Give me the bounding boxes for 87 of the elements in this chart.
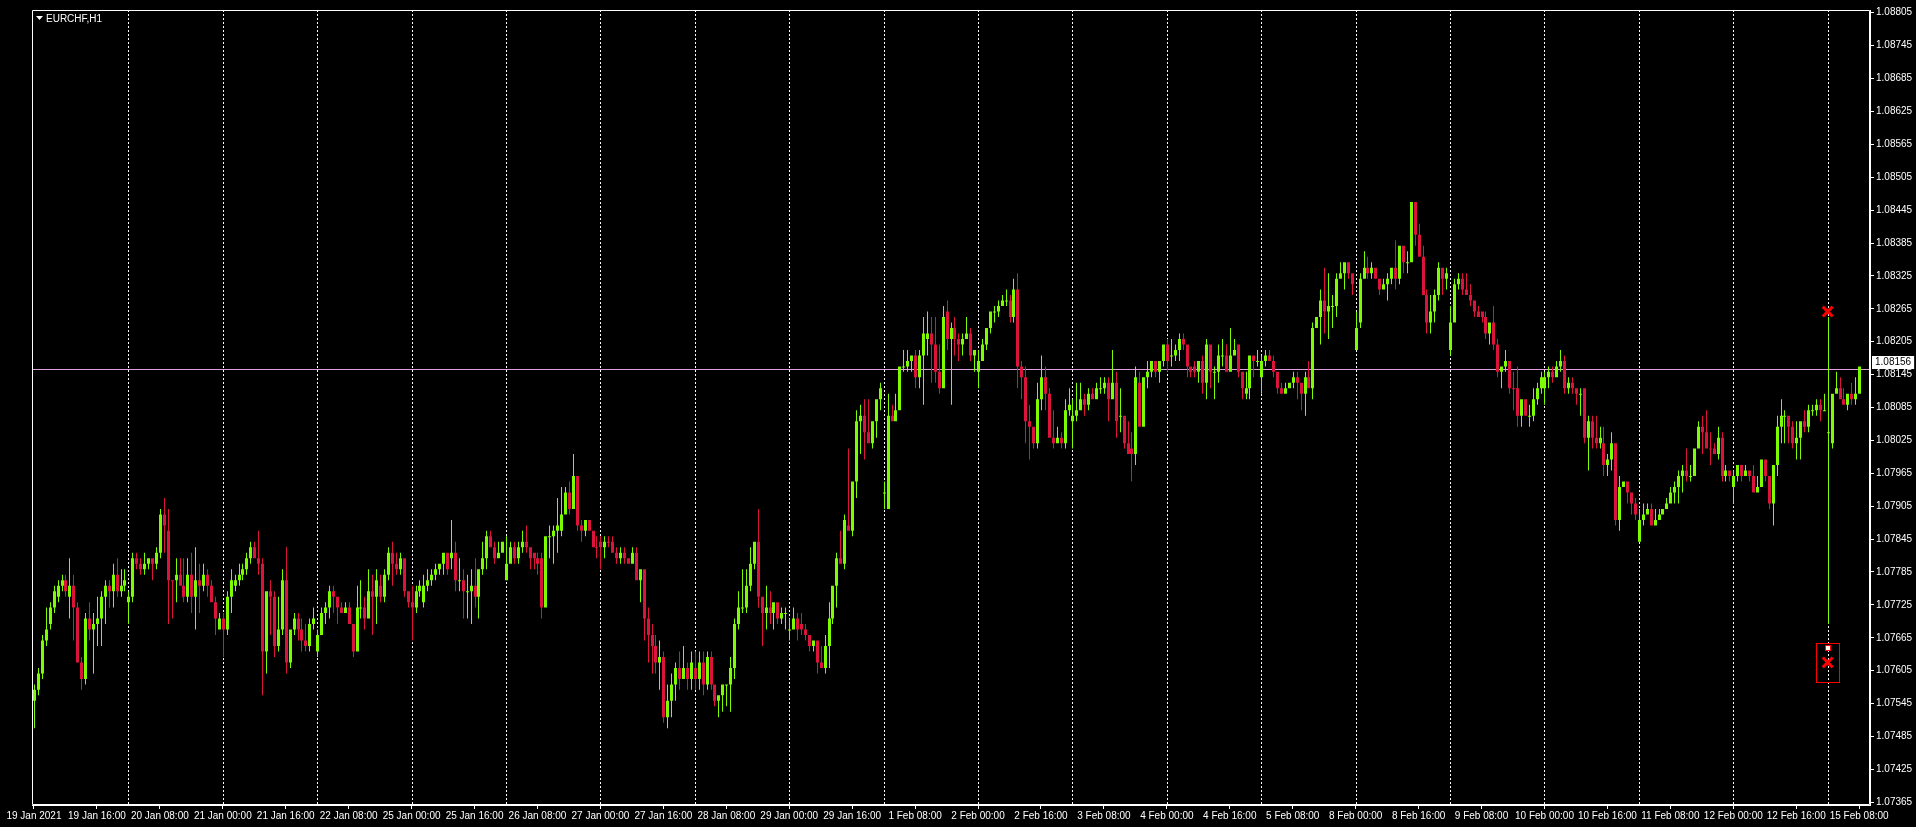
y-tick-label: 1.08145 — [1876, 368, 1913, 380]
x-tick-label: 4 Feb 16:00 — [1203, 809, 1257, 821]
x-tick-label: 21 Jan 16:00 — [256, 809, 316, 821]
y-tick-label: 1.07425 — [1876, 763, 1913, 775]
y-tick-label: 1.08325 — [1876, 269, 1913, 281]
y-tick-label: 1.07965 — [1876, 467, 1913, 479]
x-tick-label: 29 Jan 16:00 — [823, 809, 882, 821]
y-tick-label: 1.08265 — [1876, 302, 1913, 314]
x-tick-label: 27 Jan 16:00 — [634, 809, 693, 821]
x-tick-label: 12 Feb 00:00 — [1703, 809, 1764, 821]
y-tick-label: 1.08745 — [1876, 39, 1913, 51]
y-tick-label: 1.08445 — [1876, 203, 1913, 215]
candlestick — [171, 580, 174, 619]
x-tick-label: 20 Jan 08:00 — [130, 809, 190, 821]
candlestick — [1213, 366, 1216, 400]
candlestick — [1689, 465, 1692, 482]
x-tick-label: 10 Feb 00:00 — [1515, 809, 1575, 821]
x-tick-label: 1 Feb 08:00 — [888, 809, 943, 821]
x-tick-label: 3 Feb 08:00 — [1077, 809, 1132, 821]
x-tick-label: 27 Jan 00:00 — [571, 809, 630, 821]
x-tick-label: 8 Feb 16:00 — [1391, 809, 1446, 821]
y-tick-label: 1.07605 — [1876, 664, 1913, 676]
x-tick-label: 5 Feb 08:00 — [1266, 809, 1320, 821]
candlestick — [1005, 289, 1008, 307]
candlestick — [371, 574, 374, 636]
x-tick-label: 26 Jan 08:00 — [508, 809, 567, 821]
candlestick — [765, 585, 768, 630]
candlestick — [198, 563, 201, 614]
chart-title: EURCHF,H1 — [46, 12, 103, 24]
candlestick — [458, 558, 461, 592]
candlestick — [1327, 273, 1330, 339]
x-tick-label: 25 Jan 00:00 — [382, 809, 441, 821]
candlestick — [1170, 338, 1173, 367]
y-tick-label: 1.08085 — [1876, 401, 1913, 413]
x-tick-label: 2 Feb 00:00 — [951, 809, 1006, 821]
ref-line-label: 1.08156 — [1875, 356, 1912, 368]
y-tick-label: 1.07365 — [1876, 796, 1913, 808]
y-tick-label: 1.08685 — [1876, 72, 1913, 84]
y-tick-label: 1.07545 — [1876, 697, 1913, 709]
y-tick-label: 1.07845 — [1876, 532, 1913, 544]
candlestick — [847, 448, 850, 531]
x-tick-label: 2 Feb 16:00 — [1014, 809, 1069, 821]
candlestick — [175, 558, 178, 603]
y-tick-label: 1.08205 — [1876, 335, 1913, 347]
candlestick — [1119, 388, 1122, 433]
x-tick-label: 29 Jan 00:00 — [760, 809, 819, 821]
y-tick-label: 1.08565 — [1876, 138, 1913, 150]
y-tick-label: 1.07485 — [1876, 730, 1913, 742]
x-tick-label: 21 Jan 00:00 — [193, 809, 253, 821]
candlestick — [1579, 388, 1582, 416]
x-tick-label: 8 Feb 00:00 — [1328, 809, 1383, 821]
candlestick — [839, 530, 842, 564]
x-tick-label: 12 Feb 16:00 — [1766, 809, 1827, 821]
y-tick-label: 1.08385 — [1876, 236, 1913, 248]
candlestick — [1028, 404, 1031, 460]
y-tick-label: 1.07665 — [1876, 631, 1913, 643]
candlestick — [92, 613, 95, 674]
x-tick-label: 4 Feb 00:00 — [1140, 809, 1194, 821]
x-tick-label: 28 Jan 08:00 — [697, 809, 756, 821]
y-tick-label: 1.08625 — [1876, 105, 1913, 117]
x-tick-label: 19 Jan 2021 — [6, 809, 62, 821]
candlestick — [1528, 404, 1531, 427]
x-tick-label: 19 Jan 16:00 — [67, 809, 127, 821]
candlestick — [411, 585, 414, 641]
x-tick-label: 10 Feb 16:00 — [1577, 809, 1638, 821]
x-tick-label: 9 Feb 08:00 — [1454, 809, 1509, 821]
candlestick — [788, 618, 791, 641]
y-tick-label: 1.08505 — [1876, 170, 1913, 182]
x-tick-label: 15 Feb 08:00 — [1829, 809, 1890, 821]
y-tick-label: 1.07785 — [1876, 565, 1913, 577]
y-tick-label: 1.07905 — [1876, 499, 1913, 511]
y-tick-label: 1.07725 — [1876, 598, 1913, 610]
x-tick-label: 25 Jan 16:00 — [445, 809, 504, 821]
candlestick — [269, 580, 272, 636]
candlestick — [784, 607, 787, 630]
candlestick — [1823, 393, 1826, 412]
y-tick-label: 1.08805 — [1876, 6, 1913, 18]
candlestick — [950, 322, 953, 405]
candlestick — [1709, 432, 1712, 466]
candlestick — [470, 569, 473, 625]
x-tick-label: 11 Feb 08:00 — [1641, 809, 1700, 821]
candlestick — [257, 530, 260, 575]
y-tick-label: 1.08025 — [1876, 434, 1913, 446]
candlestick — [1406, 251, 1409, 274]
candlestick — [466, 574, 469, 619]
candlestick — [1075, 382, 1078, 422]
x-tick-label: 22 Jan 08:00 — [319, 809, 379, 821]
